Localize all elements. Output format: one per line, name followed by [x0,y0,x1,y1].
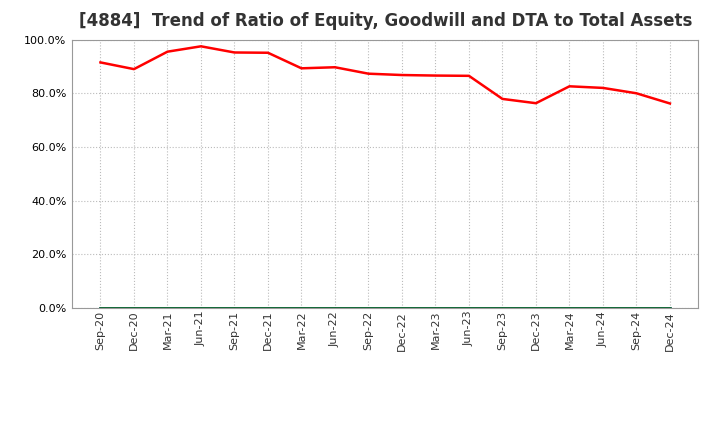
Deferred Tax Assets [598,305,607,311]
Deferred Tax Assets [397,305,406,311]
Equity [531,101,540,106]
Equity [565,84,574,89]
Equity [230,50,239,55]
Equity [498,96,507,102]
Goodwill [431,305,440,311]
Deferred Tax Assets [632,305,641,311]
Deferred Tax Assets [230,305,239,311]
Equity [632,91,641,96]
Goodwill [498,305,507,311]
Equity [130,66,138,72]
Goodwill [264,305,272,311]
Goodwill [598,305,607,311]
Deferred Tax Assets [96,305,105,311]
Deferred Tax Assets [163,305,172,311]
Deferred Tax Assets [197,305,205,311]
Deferred Tax Assets [431,305,440,311]
Equity [197,44,205,49]
Goodwill [364,305,373,311]
Title: [4884]  Trend of Ratio of Equity, Goodwill and DTA to Total Assets: [4884] Trend of Ratio of Equity, Goodwil… [78,12,692,30]
Deferred Tax Assets [531,305,540,311]
Goodwill [397,305,406,311]
Equity [665,101,674,106]
Equity [431,73,440,78]
Deferred Tax Assets [130,305,138,311]
Goodwill [565,305,574,311]
Goodwill [230,305,239,311]
Goodwill [665,305,674,311]
Goodwill [130,305,138,311]
Goodwill [464,305,473,311]
Goodwill [632,305,641,311]
Goodwill [330,305,339,311]
Equity [330,65,339,70]
Equity [163,49,172,54]
Equity [364,71,373,76]
Equity [264,50,272,55]
Goodwill [297,305,306,311]
Equity [297,66,306,71]
Deferred Tax Assets [498,305,507,311]
Deferred Tax Assets [330,305,339,311]
Deferred Tax Assets [665,305,674,311]
Deferred Tax Assets [565,305,574,311]
Deferred Tax Assets [297,305,306,311]
Goodwill [163,305,172,311]
Line: Equity: Equity [101,46,670,103]
Deferred Tax Assets [364,305,373,311]
Goodwill [531,305,540,311]
Deferred Tax Assets [264,305,272,311]
Equity [397,73,406,78]
Equity [598,85,607,91]
Deferred Tax Assets [464,305,473,311]
Equity [96,60,105,65]
Goodwill [197,305,205,311]
Equity [464,73,473,78]
Goodwill [96,305,105,311]
